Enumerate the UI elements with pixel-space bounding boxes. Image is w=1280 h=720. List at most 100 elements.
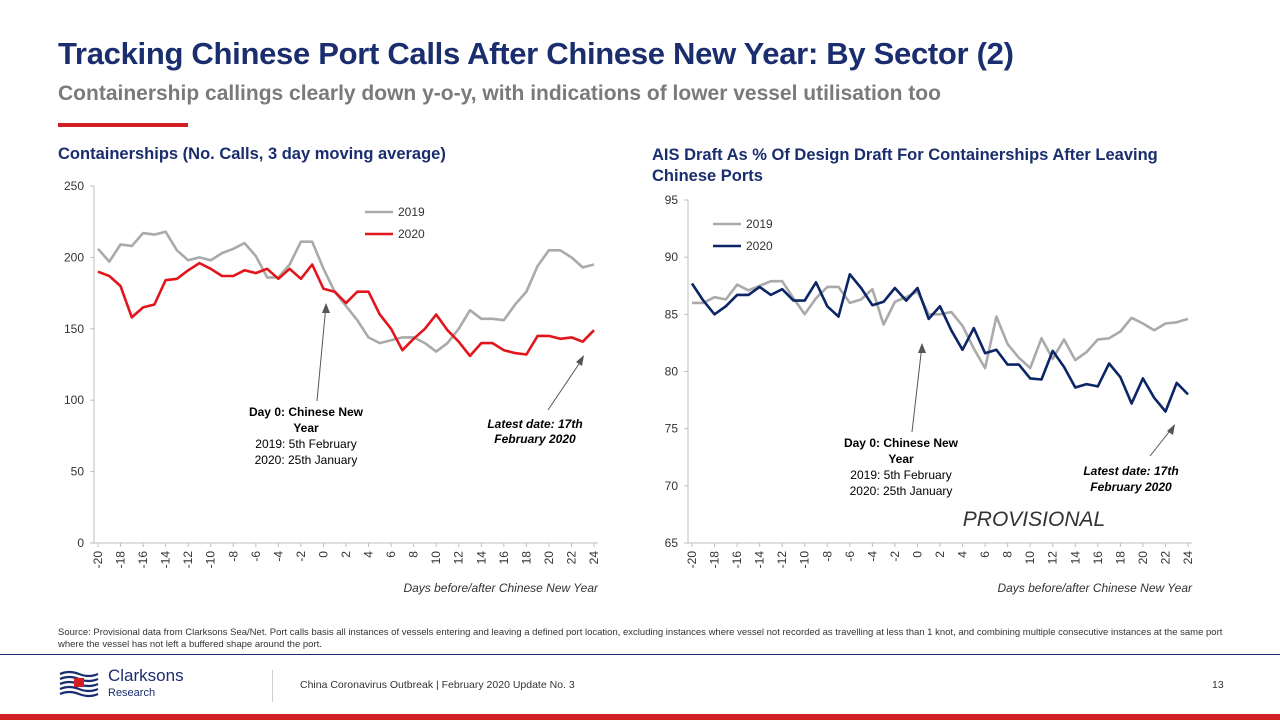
x-tick-label: -12 bbox=[775, 551, 789, 569]
y-tick-label: 0 bbox=[77, 536, 84, 550]
x-tick-label: 2 bbox=[933, 551, 947, 558]
latest-label-line1-2: Latest date: 17th bbox=[1083, 464, 1178, 478]
x-tick-label: 10 bbox=[1023, 551, 1037, 565]
day0-title-line2: Year bbox=[293, 421, 319, 435]
day0-title-line2-2: Year bbox=[888, 452, 914, 466]
x-tick-label: 18 bbox=[1113, 551, 1127, 565]
x-tick-label: 16 bbox=[1091, 551, 1105, 565]
x-tick-label: -18 bbox=[708, 551, 722, 569]
x-tick-label: -16 bbox=[730, 551, 744, 569]
latest-arrow-head-2 bbox=[1167, 424, 1175, 435]
day0-arrow-head bbox=[322, 303, 330, 313]
clarksons-logo-icon bbox=[58, 668, 100, 698]
series-line-2019 bbox=[692, 279, 1189, 370]
x-tick-label: 12 bbox=[452, 551, 466, 565]
legend-label-2020: 2020 bbox=[746, 239, 773, 253]
x-tick-label: 4 bbox=[362, 551, 376, 558]
y-tick-label: 100 bbox=[64, 393, 84, 407]
legend-label-2019: 2019 bbox=[398, 205, 425, 219]
day0-title-line1-2: Day 0: Chinese New bbox=[844, 436, 959, 450]
day0-2020-label: 2020: 25th January bbox=[255, 453, 358, 467]
legend-label-2019: 2019 bbox=[746, 217, 773, 231]
x-axis-label: Days before/after Chinese New Year bbox=[403, 581, 599, 595]
x-tick-label: 8 bbox=[407, 551, 421, 558]
x-tick-label: -14 bbox=[753, 551, 767, 569]
latest-label-line2: February 2020 bbox=[494, 432, 576, 446]
x-tick-label: -8 bbox=[820, 551, 834, 562]
x-tick-label: -4 bbox=[271, 551, 285, 562]
x-tick-label: 0 bbox=[910, 551, 924, 558]
x-tick-label: 20 bbox=[542, 551, 556, 565]
series-line-2019 bbox=[97, 230, 595, 353]
day0-title-line1: Day 0: Chinese New bbox=[249, 405, 364, 419]
x-tick-label: -14 bbox=[159, 551, 173, 569]
page-title: Tracking Chinese Port Calls After Chines… bbox=[58, 36, 1014, 71]
series-line-2020 bbox=[97, 261, 595, 358]
y-tick-label: 80 bbox=[665, 365, 679, 379]
x-tick-label: -16 bbox=[136, 551, 150, 569]
y-tick-label: 70 bbox=[665, 479, 679, 493]
x-tick-label: -10 bbox=[798, 551, 812, 569]
chart-2-title: AIS Draft As % Of Design Draft For Conta… bbox=[652, 146, 1158, 185]
x-tick-label: 22 bbox=[1158, 551, 1172, 565]
footer-divider bbox=[0, 654, 1280, 655]
page-number: 13 bbox=[1212, 679, 1224, 691]
x-tick-label: -20 bbox=[685, 551, 699, 569]
x-tick-label: -10 bbox=[204, 551, 218, 569]
x-tick-label: 24 bbox=[1181, 551, 1195, 565]
day0-2019-label-2: 2019: 5th February bbox=[850, 468, 951, 482]
latest-arrow-line bbox=[547, 357, 584, 411]
x-tick-label: 12 bbox=[1046, 551, 1060, 565]
page-subtitle: Containership callings clearly down y-o-… bbox=[58, 82, 941, 105]
y-tick-label: 150 bbox=[64, 322, 84, 336]
y-tick-label: 200 bbox=[64, 250, 84, 264]
x-tick-label: -6 bbox=[843, 551, 857, 562]
y-tick-label: 250 bbox=[64, 179, 84, 193]
chart-2-annotations: Day 0: Chinese New Year 2019: 5th Februa… bbox=[844, 343, 1179, 531]
provisional-label: PROVISIONAL bbox=[963, 508, 1105, 531]
x-tick-label: 10 bbox=[429, 551, 443, 565]
x-tick-label: -12 bbox=[181, 551, 195, 569]
x-tick-label: 24 bbox=[587, 551, 601, 565]
latest-label-line2-2: February 2020 bbox=[1090, 480, 1172, 494]
x-tick-label: 14 bbox=[1068, 551, 1082, 565]
x-axis-label: Days before/after Chinese New Year bbox=[997, 581, 1193, 595]
legend-label-2020: 2020 bbox=[398, 227, 425, 241]
x-tick-label: 20 bbox=[1136, 551, 1150, 565]
day0-arrow-line bbox=[316, 304, 327, 402]
x-tick-label: 14 bbox=[474, 551, 488, 565]
logo-name: Clarksons bbox=[108, 666, 184, 685]
day0-2019-label: 2019: 5th February bbox=[255, 437, 356, 451]
logo-subtitle: Research bbox=[108, 687, 156, 699]
day0-2020-label-2: 2020: 25th January bbox=[850, 484, 953, 498]
x-tick-label: -20 bbox=[91, 551, 105, 569]
day0-arrow-head-2 bbox=[918, 343, 926, 353]
x-tick-label: -2 bbox=[888, 551, 902, 562]
x-tick-label: 6 bbox=[384, 551, 398, 558]
latest-label-line1: Latest date: 17th bbox=[487, 417, 582, 431]
x-tick-label: -6 bbox=[249, 551, 263, 562]
x-tick-label: 4 bbox=[956, 551, 970, 558]
chart-1-title: Containerships (No. Calls, 3 day moving … bbox=[58, 145, 446, 163]
y-tick-label: 50 bbox=[71, 465, 85, 479]
latest-arrow-head bbox=[576, 355, 584, 366]
x-tick-label: 16 bbox=[497, 551, 511, 565]
y-tick-label: 65 bbox=[665, 536, 679, 550]
x-tick-label: 6 bbox=[978, 551, 992, 558]
x-tick-label: 22 bbox=[564, 551, 578, 565]
x-tick-label: -8 bbox=[226, 551, 240, 562]
x-tick-label: 18 bbox=[519, 551, 533, 565]
y-tick-label: 90 bbox=[665, 250, 679, 264]
x-tick-label: 8 bbox=[1001, 551, 1015, 558]
series-line-2020 bbox=[690, 272, 1189, 413]
footer-text: China Coronavirus Outbreak | February 20… bbox=[300, 679, 575, 691]
x-tick-label: -2 bbox=[294, 551, 308, 562]
y-tick-label: 75 bbox=[665, 422, 679, 436]
x-tick-label: -4 bbox=[865, 551, 879, 562]
footer-separator bbox=[272, 670, 273, 702]
x-tick-label: 0 bbox=[316, 551, 330, 558]
chart-1-annotations: Day 0: Chinese New Year 2019: 5th Februa… bbox=[249, 303, 584, 467]
